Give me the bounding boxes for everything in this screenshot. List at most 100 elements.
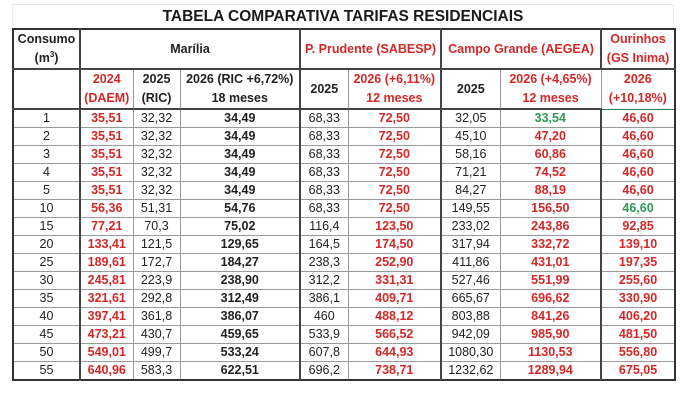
cell-cg-2025: 45,10 — [440, 127, 501, 146]
header-empty — [12, 68, 81, 110]
cell-marilia-2025: 32,32 — [132, 181, 181, 200]
cell-prudente-2026: 72,50 — [347, 145, 442, 164]
table-row: 55 640,96 583,3 622,51 696,2 738,71 1232,62 128… — [12, 361, 676, 381]
cell-prudente-2025: 68,33 — [299, 199, 349, 218]
cell-marilia-2026: 75,02 — [179, 217, 301, 236]
cell-consumo: 2 — [12, 127, 81, 146]
cell-prudente-2026: 409,71 — [347, 289, 442, 308]
cell-prudente-2026: 174,50 — [347, 235, 442, 254]
cell-ourinhos-2026: 556,80 — [600, 343, 676, 362]
header-prudente-2025: 2025 — [299, 68, 349, 110]
cell-prudente-2026: 72,50 — [347, 163, 442, 182]
cell-cg-2025: 32,05 — [440, 108, 501, 128]
cell-marilia-2026: 184,27 — [179, 253, 301, 272]
header-marilia-2024: 2024 (DAEM) — [79, 68, 134, 110]
cell-cg-2026: 74,52 — [499, 163, 602, 182]
cell-cg-2026: 156,50 — [499, 199, 602, 218]
cell-marilia-2024: 35,51 — [79, 127, 134, 146]
cell-marilia-2026: 34,49 — [179, 163, 301, 182]
header-ourinhos-2026: 2026 (+10,18%) — [600, 68, 676, 110]
cell-cg-2026: 1289,94 — [499, 361, 602, 381]
cell-marilia-2024: 133,41 — [79, 235, 134, 254]
cell-consumo: 50 — [12, 343, 81, 362]
cell-cg-2025: 665,67 — [440, 289, 501, 308]
cell-prudente-2025: 68,33 — [299, 163, 349, 182]
cell-ourinhos-2026: 46,60 — [600, 181, 676, 200]
cell-marilia-2025: 223,9 — [132, 271, 181, 290]
cell-cg-2026: 551,99 — [499, 271, 602, 290]
header-prudente: P. Prudente (SABESP) — [299, 28, 442, 70]
table-row: 5 35,51 32,32 34,49 68,33 72,50 84,27 88,19 46,6… — [12, 181, 676, 200]
cell-cg-2026: 88,19 — [499, 181, 602, 200]
cell-cg-2025: 1080,30 — [440, 343, 501, 362]
cell-marilia-2025: 499,7 — [132, 343, 181, 362]
cell-cg-2026: 243,86 — [499, 217, 602, 236]
cell-cg-2026: 696,62 — [499, 289, 602, 308]
cell-cg-2025: 1232,62 — [440, 361, 501, 381]
cell-ourinhos-2026: 46,60 — [600, 108, 676, 128]
cell-prudente-2025: 68,33 — [299, 108, 349, 128]
cell-consumo: 20 — [12, 235, 81, 254]
cell-consumo: 40 — [12, 307, 81, 326]
cell-ourinhos-2026: 46,60 — [600, 145, 676, 164]
cell-marilia-2026: 533,24 — [179, 343, 301, 362]
table-row: 4 35,51 32,32 34,49 68,33 72,50 71,21 74,52 46,6… — [12, 163, 676, 182]
cell-consumo: 4 — [12, 163, 81, 182]
cell-prudente-2025: 312,2 — [299, 271, 349, 290]
header-ourinhos: Ourinhos (GS Inima) — [600, 28, 676, 70]
cell-cg-2026: 431,01 — [499, 253, 602, 272]
cell-marilia-2024: 640,96 — [79, 361, 134, 381]
table-row: 45 473,21 430,7 459,65 533,9 566,52 942,09 985,… — [12, 325, 676, 344]
table-row: 20 133,41 121,5 129,65 164,5 174,50 317,94 332,… — [12, 235, 676, 254]
cell-marilia-2026: 386,07 — [179, 307, 301, 326]
header-cg-2026: 2026 (+4,65%) 12 meses — [499, 68, 602, 110]
tariff-table: Consumo (m3) Marília P. Prudente (SABESP… — [12, 28, 677, 381]
cell-ourinhos-2026: 197,35 — [600, 253, 676, 272]
table-row: 15 77,21 70,3 75,02 116,4 123,50 233,02 243,86 9… — [12, 217, 676, 236]
cell-prudente-2026: 72,50 — [347, 127, 442, 146]
table-row: 40 397,41 361,8 386,07 460 488,12 803,88 841,26… — [12, 307, 676, 326]
table-row: 35 321,61 292,8 312,49 386,1 409,71 665,67 696,… — [12, 289, 676, 308]
cell-marilia-2024: 245,81 — [79, 271, 134, 290]
cell-marilia-2024: 35,51 — [79, 108, 134, 128]
cell-marilia-2026: 54,76 — [179, 199, 301, 218]
cell-cg-2025: 527,46 — [440, 271, 501, 290]
cell-marilia-2025: 172,7 — [132, 253, 181, 272]
cell-marilia-2025: 32,32 — [132, 145, 181, 164]
cell-marilia-2025: 292,8 — [132, 289, 181, 308]
cell-cg-2025: 149,55 — [440, 199, 501, 218]
cell-consumo: 15 — [12, 217, 81, 236]
cell-cg-2025: 317,94 — [440, 235, 501, 254]
cell-marilia-2026: 622,51 — [179, 361, 301, 381]
cell-prudente-2025: 68,33 — [299, 181, 349, 200]
cell-marilia-2026: 34,49 — [179, 127, 301, 146]
tariff-comparison-sheet: TABELA COMPARATIVA TARIFAS RESIDENCIAIS … — [12, 4, 677, 381]
header-campo-grande: Campo Grande (AEGEA) — [440, 28, 602, 70]
cell-cg-2026: 985,90 — [499, 325, 602, 344]
cell-cg-2026: 47,20 — [499, 127, 602, 146]
cell-marilia-2025: 70,3 — [132, 217, 181, 236]
cell-marilia-2024: 549,01 — [79, 343, 134, 362]
cell-ourinhos-2026: 139,10 — [600, 235, 676, 254]
cell-cg-2025: 84,27 — [440, 181, 501, 200]
table-title: TABELA COMPARATIVA TARIFAS RESIDENCIAIS — [12, 4, 674, 28]
cell-consumo: 55 — [12, 361, 81, 381]
cell-consumo: 3 — [12, 145, 81, 164]
cell-marilia-2026: 34,49 — [179, 145, 301, 164]
cell-marilia-2026: 34,49 — [179, 108, 301, 128]
cell-prudente-2026: 72,50 — [347, 108, 442, 128]
cell-prudente-2025: 68,33 — [299, 145, 349, 164]
cell-marilia-2024: 35,51 — [79, 163, 134, 182]
cell-ourinhos-2026: 481,50 — [600, 325, 676, 344]
cell-marilia-2026: 34,49 — [179, 181, 301, 200]
cell-ourinhos-2026: 675,05 — [600, 361, 676, 381]
cell-marilia-2026: 312,49 — [179, 289, 301, 308]
cell-ourinhos-2026: 46,60 — [600, 163, 676, 182]
header-prudente-2026: 2026 (+6,11%) 12 meses — [347, 68, 442, 110]
cell-consumo: 30 — [12, 271, 81, 290]
header-marilia-2025: 2025 (RIC) — [132, 68, 181, 110]
cell-consumo: 5 — [12, 181, 81, 200]
cell-ourinhos-2026: 330,90 — [600, 289, 676, 308]
cell-marilia-2025: 32,32 — [132, 127, 181, 146]
cell-prudente-2025: 116,4 — [299, 217, 349, 236]
